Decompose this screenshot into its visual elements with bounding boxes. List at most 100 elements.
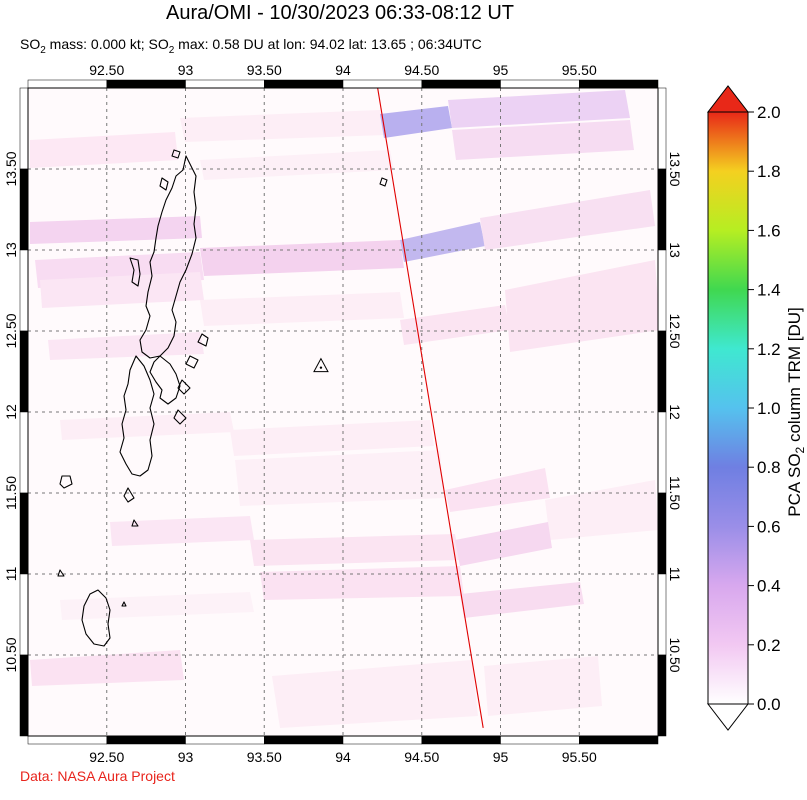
frame-segment-right [657, 573, 667, 656]
so2-swath [40, 272, 204, 308]
so2-swath [272, 660, 478, 728]
lon-tick-label-bottom: 95 [493, 749, 509, 765]
landfall-island [171, 149, 181, 159]
so2-subscript: 2 [168, 44, 175, 56]
colorbar-top-arrow [706, 85, 750, 113]
frame-segment-top [342, 79, 422, 89]
ritchies-archipelago [177, 333, 209, 395]
frame-segment-left [19, 168, 29, 251]
frame-segment-right [657, 411, 667, 494]
colorbar-tick-label: 1.8 [757, 162, 781, 181]
colorbar-tick-label: 0.4 [757, 577, 781, 596]
frame-segment-top [185, 79, 265, 89]
interview-island [159, 177, 169, 191]
rutland-island [173, 409, 187, 425]
colorbar-tick-label: 1.0 [757, 399, 781, 418]
so2-mass-value: mass: 0.000 kt; SO [45, 36, 169, 52]
so2-mass-label: SO [20, 36, 41, 52]
north-andaman-island [139, 155, 197, 359]
so2-swath [480, 190, 655, 250]
so2-swath [445, 468, 550, 512]
lat-tick-label-right: 11 [667, 567, 683, 582]
frame-segment-top [579, 79, 659, 89]
lat-tick-label-left: 11 [3, 567, 19, 582]
volcano-dot [319, 366, 323, 369]
narcondam-island [379, 177, 388, 187]
frame-segment-left [19, 87, 29, 170]
volcano-marker-icon [313, 357, 329, 373]
lat-tick-label-right: 13.50 [667, 151, 683, 186]
lon-tick-label-top: 92.50 [89, 62, 124, 78]
frame-segment-top [421, 79, 501, 89]
so2-swath [455, 522, 552, 566]
so2-max-value: max: 0.58 DU at lon: 94.02 lat: 13.65 ; … [174, 36, 482, 52]
lat-tick-label-left: 10.50 [3, 637, 19, 672]
so2-swath [484, 656, 602, 716]
frame-segment-left [19, 330, 29, 413]
sentinel-island [59, 475, 73, 489]
lon-tick-label-top: 94.50 [404, 62, 439, 78]
map-frame [19, 79, 667, 745]
axis-tick-labels: 92.50 92.50 93 93 93.50 93.50 94 94 94.50 94.50 95… [3, 62, 683, 765]
lon-tick-label-bottom: 94 [335, 749, 351, 765]
so2-swath [200, 292, 404, 326]
orbit-track-line [377, 88, 484, 728]
lon-tick-label-bottom: 92.50 [89, 749, 124, 765]
cinque-island [123, 487, 135, 503]
so2-summary: SO2 mass: 0.000 kt; SO2 max: 0.58 DU at … [20, 36, 482, 56]
colorbar-tick-label: 0.0 [757, 695, 781, 714]
so2-swath [30, 132, 178, 168]
map-grid [28, 88, 658, 736]
so2-swath [180, 110, 385, 142]
frame-segment-left [19, 249, 29, 332]
so2-swath [110, 516, 254, 546]
frame-segment-right [657, 168, 667, 251]
so2-swath [250, 534, 460, 566]
colorbar-label: PCA SO2 column TRM [DU] [785, 307, 807, 517]
lon-tick-label-top: 93 [178, 62, 194, 78]
colorbar-tick-label: 0.2 [757, 636, 781, 655]
so2-swath [452, 120, 634, 160]
so2-swaths [30, 90, 658, 728]
so2-subscript: 2 [40, 44, 46, 56]
so2-swath [505, 260, 658, 352]
frame-segment-right [657, 492, 667, 575]
frame-segment-right [657, 87, 667, 170]
frame-segment-bottom [106, 735, 186, 745]
colorbar-tick-label: 1.4 [757, 281, 781, 300]
frame-segment-left [19, 573, 29, 656]
so2-swath [448, 90, 630, 128]
data-credit: Data: NASA Aura Project [20, 768, 175, 784]
map-title: Aura/OMI - 10/30/2023 06:33-08:12 UT [166, 2, 514, 24]
frame-segment-bottom [342, 735, 422, 745]
frame-segment-bottom [185, 735, 265, 745]
lon-tick-label-bottom: 93 [178, 749, 194, 765]
lat-tick-label-left: 13 [3, 242, 19, 258]
so2-swath [60, 412, 234, 440]
so2-swath [380, 106, 452, 138]
colorbar-bottom-arrow [706, 703, 750, 731]
lat-tick-label-right: 13 [667, 242, 683, 258]
so2-swath [545, 480, 658, 540]
frame-segment-top [106, 79, 186, 89]
colorbar-tick-label: 0.6 [757, 517, 781, 536]
frame-segment-bottom [579, 735, 659, 745]
so2-swath [48, 332, 204, 360]
frame-segment-bottom [27, 735, 107, 745]
south-andaman-island [119, 355, 155, 477]
lon-tick-label-top: 95.50 [562, 62, 597, 78]
colorbar-tick-label: 1.2 [757, 340, 781, 359]
so2-swath [230, 420, 434, 456]
frame-segment-bottom [500, 735, 580, 745]
lon-tick-label-bottom: 93.50 [247, 749, 282, 765]
so2-swath [260, 566, 464, 600]
lon-tick-label-top: 95 [493, 62, 509, 78]
lat-tick-label-right: 10.50 [667, 637, 683, 672]
little-andaman-island [81, 589, 111, 647]
lon-tick-label-bottom: 94.50 [404, 749, 439, 765]
lat-tick-label-right: 12 [667, 404, 683, 420]
so2-swath [200, 150, 394, 180]
frame-segment-right [657, 249, 667, 332]
lon-tick-label-top: 93.50 [247, 62, 282, 78]
frame-segment-bottom [421, 735, 501, 745]
